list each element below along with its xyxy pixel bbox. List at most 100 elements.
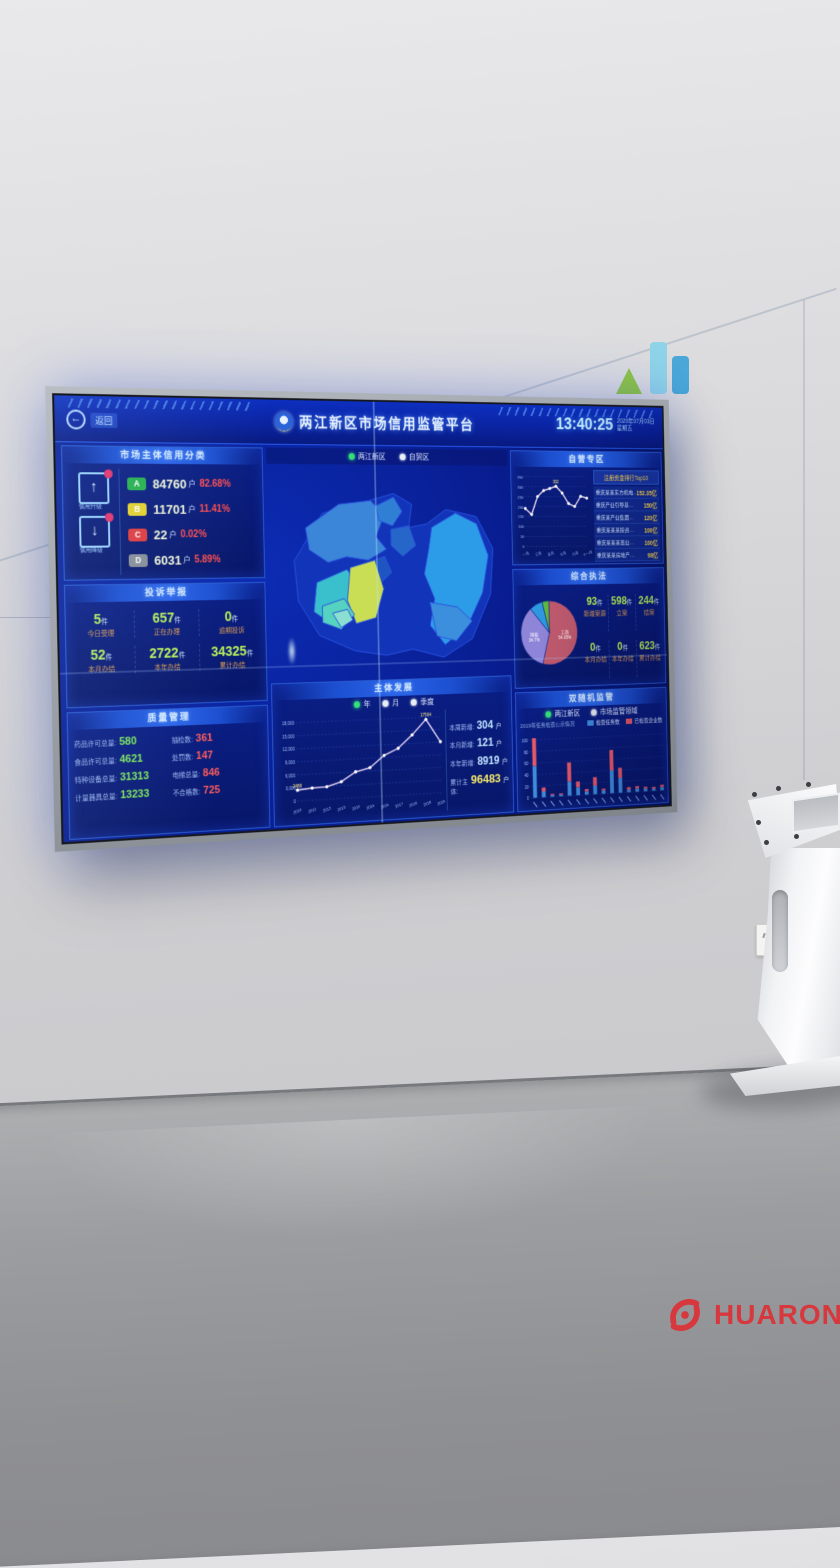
stat-value: 0件 [199, 608, 263, 625]
quality-right-pair: 抽检数:361 [171, 730, 262, 746]
credit-count: 84760 [153, 476, 187, 491]
floor-sheen [41, 1105, 666, 1254]
district-map[interactable] [266, 469, 511, 680]
kiosk-screw [764, 840, 769, 845]
dev-stat-unit: 户 [502, 757, 508, 766]
credit-unit: 户 [188, 504, 196, 515]
svg-text:200: 200 [517, 505, 523, 510]
quality-left-pair: 药品许可总量:580 [74, 734, 168, 750]
svg-text:350: 350 [517, 475, 523, 480]
credit-percent: 11.41% [199, 504, 230, 515]
back-button[interactable]: ← 返回 [66, 409, 117, 430]
kiosk-slot [772, 890, 788, 972]
credit-panel-title: 市场主体信用分类 [62, 446, 262, 465]
quality-label: 处罚数: [172, 752, 194, 763]
top10-row: 重庆某产业集团… 120亿 [594, 511, 660, 524]
kiosk-base [730, 1056, 840, 1096]
quality-right-pair: 处罚数:147 [172, 747, 263, 763]
svg-text:2014: 2014 [351, 804, 361, 812]
map-panel: 两江新区 自贸区 [266, 447, 511, 679]
svg-text:十一月: 十一月 [582, 549, 592, 557]
quality-left-pair: 计量器具总量:13233 [75, 787, 169, 804]
top10-company-name: 重庆产业引导基… [596, 501, 634, 509]
stat-value: 0件 [582, 641, 609, 654]
stat-value: 244件 [635, 594, 662, 607]
svg-text:100: 100 [521, 738, 528, 743]
radio-option[interactable]: 自贸区 [399, 452, 429, 463]
legend-swatch [626, 718, 632, 724]
svg-text:302: 302 [552, 480, 558, 485]
svg-text:300: 300 [517, 485, 523, 490]
dev-stat-value: 121 [477, 736, 494, 750]
dev-stat-label: 本年新增: [450, 758, 475, 769]
radio-dot-icon [546, 711, 552, 718]
stat-value: 5件 [67, 610, 133, 627]
quality-label: 食品许可总量: [74, 756, 116, 768]
stat-cell: 623件累计办结 [636, 639, 663, 677]
svg-text:0: 0 [522, 545, 525, 550]
radio-option[interactable]: 两江新区 [546, 708, 581, 719]
radio-dot-icon [354, 701, 360, 708]
police-badge-icon [275, 412, 293, 431]
quality-value-red: 147 [196, 750, 213, 762]
credit-percent: 82.68% [199, 478, 230, 489]
stat-unit: 件 [622, 646, 628, 652]
top10-amount: 100亿 [644, 537, 658, 546]
quality-left-pair: 食品许可总量:4621 [74, 752, 168, 768]
dashboard-header: ← 返回 两江新区市场信用监管平台 13:40:25 2020年07月03日 星… [54, 395, 663, 449]
credit-count: 6031 [154, 552, 181, 567]
radio-option[interactable]: 月 [382, 698, 399, 709]
stat-unit: 件 [595, 646, 601, 652]
svg-text:50: 50 [520, 535, 525, 540]
stat-cell: 0件本年办结 [609, 640, 637, 678]
svg-text:0: 0 [527, 796, 530, 801]
top10-company-name: 重庆某某某投资… [596, 526, 634, 534]
radio-label: 市场监管领域 [600, 706, 638, 717]
radio-option[interactable]: 两江新区 [348, 451, 385, 462]
radio-label: 自贸区 [409, 452, 430, 462]
radio-option[interactable]: 季度 [411, 696, 434, 707]
stat-value: 657件 [134, 609, 199, 626]
radio-option[interactable]: 年 [354, 699, 371, 710]
svg-text:2020: 2020 [437, 799, 446, 807]
quality-right-pair: 不合格数:725 [173, 782, 264, 799]
radio-label: 月 [392, 698, 399, 709]
selfrun-panel-title: 自营专区 [510, 451, 661, 468]
top10-company-name: 重庆某某东方机电… [596, 488, 637, 496]
kiosk-screw [806, 782, 811, 787]
kiosk-top-cutout [792, 793, 840, 834]
top10-company-name: 重庆某产业集团… [596, 513, 634, 521]
grade-chip: C [128, 528, 147, 541]
stat-label: 正在办理 [135, 627, 199, 638]
decal-blue-bar [672, 356, 689, 394]
dev-stat-value: 96483 [471, 771, 501, 786]
top10-amount: 98亿 [647, 550, 658, 559]
top10-amount: 120亿 [644, 513, 658, 522]
stat-unit: 件 [247, 650, 253, 657]
svg-text:九月: 九月 [571, 550, 578, 557]
stat-label: 结案 [636, 608, 663, 617]
legend-item: 检查任务数 [587, 717, 620, 727]
quality-right-pair: 电梯总量:846 [172, 765, 263, 781]
stat-unit: 件 [101, 619, 108, 626]
stat-value: 34325件 [200, 642, 264, 659]
upgrade-badge [104, 469, 113, 478]
legend-swatch [587, 720, 593, 726]
legend-label: 已检查企业数 [634, 715, 662, 724]
grade-chip: B [128, 503, 147, 516]
quality-value-green: 4621 [119, 753, 142, 766]
radio-label: 两江新区 [554, 708, 580, 719]
svg-text:2019: 2019 [423, 799, 432, 807]
stat-value: 623件 [636, 639, 663, 652]
svg-text:2488: 2488 [292, 783, 302, 788]
